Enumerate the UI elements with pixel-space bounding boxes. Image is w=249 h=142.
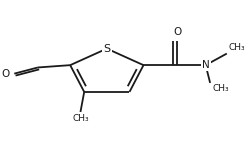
Text: O: O bbox=[173, 27, 181, 37]
Text: CH₃: CH₃ bbox=[72, 114, 89, 123]
Text: S: S bbox=[103, 44, 110, 54]
Text: CH₃: CH₃ bbox=[212, 84, 229, 93]
Text: CH₃: CH₃ bbox=[229, 43, 246, 52]
Text: O: O bbox=[1, 69, 10, 79]
Text: N: N bbox=[202, 60, 209, 70]
